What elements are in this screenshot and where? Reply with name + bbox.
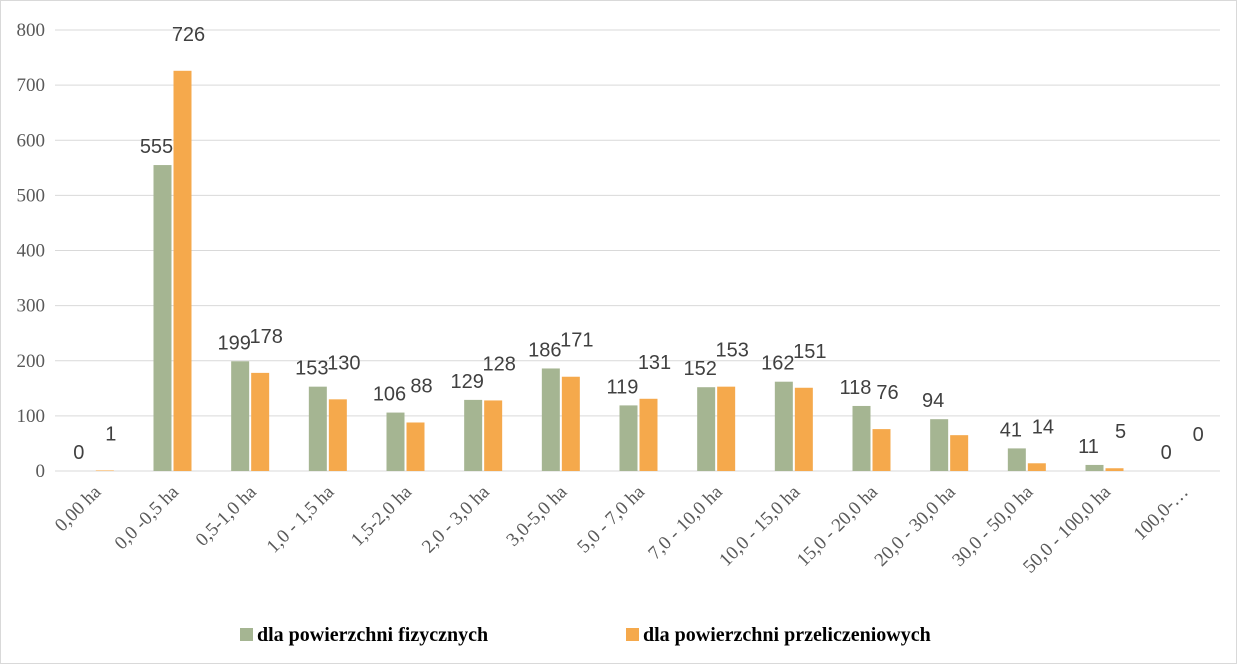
data-label: 5 bbox=[1115, 421, 1126, 443]
bar bbox=[717, 386, 736, 471]
data-label: 76 bbox=[876, 382, 898, 404]
bar bbox=[406, 422, 425, 471]
data-label: 88 bbox=[410, 375, 432, 397]
data-label: 0 bbox=[73, 442, 84, 464]
data-label: 118 bbox=[840, 377, 872, 399]
bar bbox=[794, 387, 813, 471]
bar bbox=[561, 376, 580, 471]
bar bbox=[872, 429, 891, 471]
y-tick-label: 500 bbox=[17, 185, 46, 206]
bar bbox=[231, 361, 250, 471]
bar bbox=[950, 435, 969, 471]
data-label: 162 bbox=[761, 353, 794, 375]
bar bbox=[251, 372, 270, 471]
y-tick-label: 400 bbox=[17, 241, 46, 262]
data-label: 0 bbox=[1161, 442, 1172, 464]
data-label: 129 bbox=[450, 371, 483, 393]
y-tick-label: 700 bbox=[17, 75, 46, 96]
legend-label: dla powierzchni przeliczeniowych bbox=[643, 624, 931, 646]
data-label: 0 bbox=[1193, 424, 1204, 446]
data-label: 11 bbox=[1078, 436, 1099, 458]
y-tick-label: 200 bbox=[17, 351, 46, 372]
y-tick-label: 300 bbox=[17, 296, 46, 317]
data-label: 1 bbox=[105, 423, 116, 445]
data-label: 41 bbox=[1000, 419, 1022, 441]
legend-swatch bbox=[626, 628, 639, 641]
bar bbox=[1027, 463, 1046, 471]
data-label: 119 bbox=[607, 376, 639, 398]
bar bbox=[386, 412, 405, 471]
data-label: 171 bbox=[560, 330, 593, 352]
legend-label: dla powierzchni fizycznych bbox=[257, 624, 488, 646]
bar bbox=[1085, 464, 1104, 471]
bar bbox=[153, 165, 172, 471]
data-label: 14 bbox=[1032, 416, 1054, 438]
bar bbox=[95, 470, 114, 471]
data-label: 130 bbox=[327, 352, 360, 374]
data-label: 152 bbox=[683, 358, 716, 380]
data-label: 128 bbox=[482, 353, 515, 375]
bar bbox=[173, 70, 192, 471]
bar bbox=[930, 419, 949, 471]
y-tick-label: 100 bbox=[17, 406, 46, 427]
data-label: 106 bbox=[373, 384, 406, 406]
data-label: 151 bbox=[793, 341, 826, 363]
bar bbox=[1105, 468, 1124, 471]
bar bbox=[1007, 448, 1026, 471]
bar bbox=[697, 387, 716, 471]
data-label: 131 bbox=[638, 352, 671, 374]
bar bbox=[308, 386, 327, 471]
data-label: 186 bbox=[528, 339, 561, 361]
bar bbox=[852, 405, 871, 471]
bar bbox=[639, 398, 658, 471]
bar bbox=[464, 399, 483, 471]
data-label: 555 bbox=[140, 136, 173, 158]
bar bbox=[619, 405, 638, 471]
data-label: 178 bbox=[249, 326, 282, 348]
bar bbox=[484, 400, 503, 471]
bar bbox=[328, 399, 347, 471]
y-tick-label: 600 bbox=[17, 130, 46, 151]
data-label: 153 bbox=[295, 358, 328, 380]
data-label: 153 bbox=[715, 340, 748, 362]
data-label: 199 bbox=[217, 332, 250, 354]
bar bbox=[774, 381, 793, 471]
data-label: 726 bbox=[172, 24, 205, 46]
y-tick-label: 0 bbox=[36, 461, 46, 482]
bar bbox=[541, 368, 560, 471]
data-label: 94 bbox=[922, 390, 944, 412]
legend-swatch bbox=[240, 628, 253, 641]
y-tick-label: 800 bbox=[17, 20, 46, 41]
